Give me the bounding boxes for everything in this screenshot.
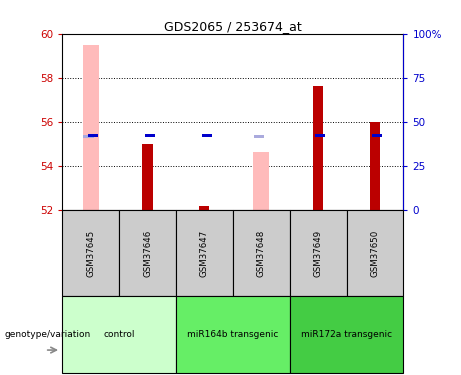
Bar <box>83 135 94 138</box>
Bar <box>88 134 98 137</box>
Bar <box>176 296 290 373</box>
Text: GSM37649: GSM37649 <box>313 230 323 277</box>
Bar <box>199 206 209 210</box>
Text: GSM37645: GSM37645 <box>86 230 95 277</box>
Text: GSM37646: GSM37646 <box>143 230 152 277</box>
Bar <box>62 296 176 373</box>
Bar <box>83 45 99 210</box>
Bar <box>347 210 403 296</box>
Bar <box>253 152 269 210</box>
Text: genotype/variation: genotype/variation <box>5 330 91 339</box>
Bar <box>313 86 323 210</box>
Text: GSM37648: GSM37648 <box>257 230 266 277</box>
Bar <box>290 210 347 296</box>
Bar <box>290 296 403 373</box>
Text: miR164b transgenic: miR164b transgenic <box>187 330 278 339</box>
Bar <box>254 135 264 138</box>
Bar <box>315 134 325 137</box>
Text: GSM37650: GSM37650 <box>371 230 379 277</box>
Bar <box>372 134 382 137</box>
Text: GSM37647: GSM37647 <box>200 230 209 277</box>
Bar <box>142 144 153 210</box>
Bar <box>176 210 233 296</box>
Bar <box>201 134 212 137</box>
Bar <box>119 210 176 296</box>
Bar <box>233 210 290 296</box>
Text: control: control <box>103 330 135 339</box>
Text: miR172a transgenic: miR172a transgenic <box>301 330 392 339</box>
Bar <box>62 210 119 296</box>
Bar <box>370 122 380 210</box>
Title: GDS2065 / 253674_at: GDS2065 / 253674_at <box>164 20 301 33</box>
Bar <box>145 134 155 137</box>
